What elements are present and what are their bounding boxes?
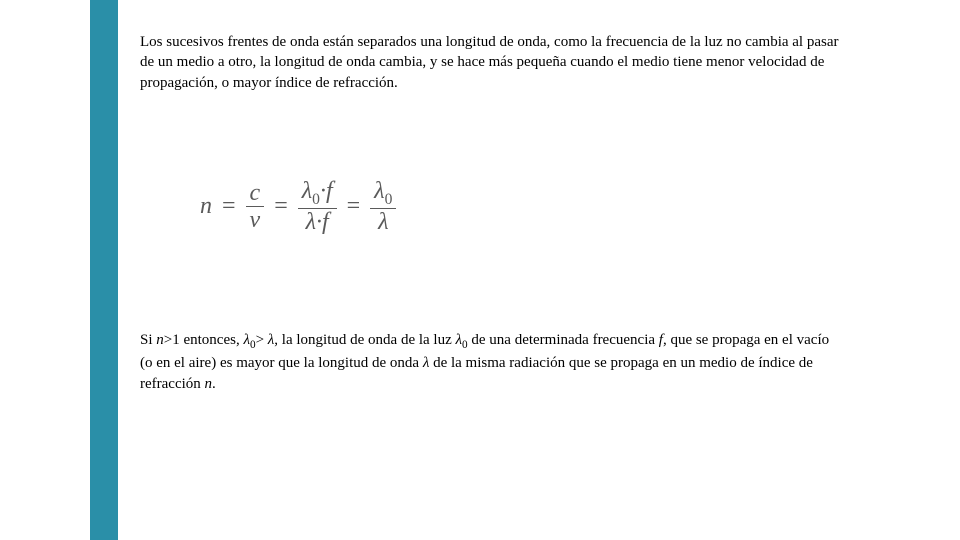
eq-frac-lambda-f: λ0·f λ·f	[298, 178, 337, 235]
paragraph-intro: Los sucesivos frentes de onda están sepa…	[140, 32, 840, 93]
equation: n = c v = λ0·f λ·f = λ0 λ	[200, 178, 840, 235]
eq-frac-lambda: λ0 λ	[370, 178, 396, 235]
accent-bar	[90, 0, 118, 540]
eq-den-v: v	[246, 207, 265, 233]
eq-equals-3: =	[347, 193, 361, 220]
eq-num-lambda0: λ0	[370, 178, 396, 208]
paragraph-conclusion: Si n>1 entonces, λ0> λ, la longitud de o…	[140, 330, 840, 394]
eq-lhs: n	[200, 193, 212, 220]
eq-frac-cv: c v	[246, 180, 265, 234]
eq-den-lambdaf: λ·f	[302, 209, 333, 235]
eq-num-lambda0f: λ0·f	[298, 178, 337, 208]
eq-den-lambda: λ	[374, 209, 392, 235]
eq-num-c: c	[246, 180, 265, 206]
eq-equals-1: =	[222, 193, 236, 220]
eq-equals-2: =	[274, 193, 288, 220]
slide-content: Los sucesivos frentes de onda están sepa…	[140, 32, 840, 394]
